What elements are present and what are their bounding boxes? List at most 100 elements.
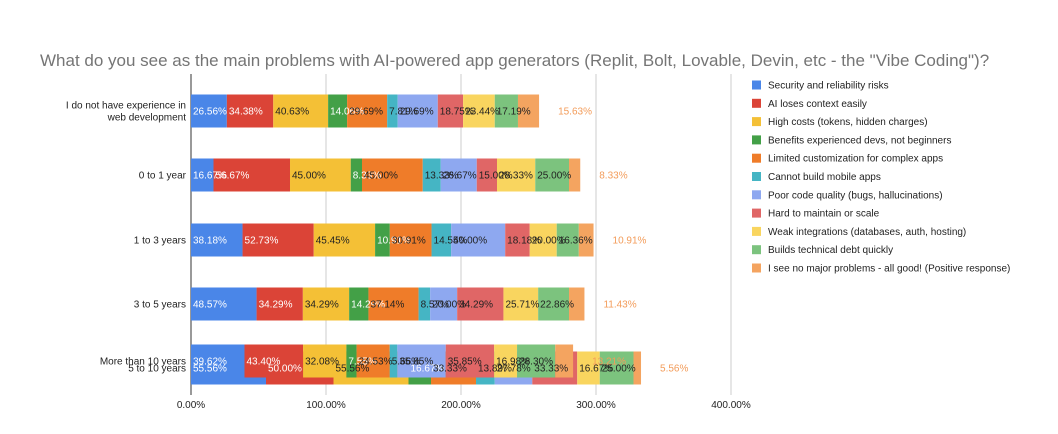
bar-segment [529,223,557,257]
bar-segment [191,287,257,321]
segment-label: 29.69% [400,107,434,118]
bar-segment [191,223,243,257]
bar-segment [362,158,423,192]
segment-label: 20.00% [432,300,466,311]
bar-segment [389,223,432,257]
bar-segment [431,223,452,257]
segment-label: 23.44% [465,107,499,118]
segment-label: 33.33% [433,364,467,375]
bar-segment [517,344,556,378]
segment-label: 17.19% [497,107,531,118]
legend-entry: Builds technical debt quickly [768,245,893,256]
legend-swatch [752,208,761,218]
bar-segment [290,158,351,192]
segment-label: 30.91% [392,236,426,247]
category-label: web development [107,113,187,124]
bar-segment [191,344,245,378]
chart-title: What do you see as the main problems wit… [40,51,989,70]
bar-segment [535,158,569,192]
segment-label: 16.36% [559,236,593,247]
bar-segment [191,158,214,192]
bar-segment [349,287,369,321]
bar-segment [577,351,600,385]
bar-segment [497,158,536,192]
segment-label: 50.00% [268,364,302,375]
legend-entry: AI loses context easily [768,99,867,110]
segment-label: 13.33% [425,171,459,182]
legend-entry: Security and reliability risks [768,81,889,92]
segment-label: 55.56% [336,364,370,375]
bar-segment [555,344,574,378]
bar-segment [556,223,579,257]
segment-label: 26.56% [193,107,227,118]
segment-label: 25.71% [505,300,539,311]
x-tick-label: 200.00% [441,400,481,411]
legend-entry: Benefits experienced devs, not beginners [768,135,951,146]
bar-segment [328,94,348,128]
segment-label: 8.33% [599,171,627,182]
legend-entry: Hard to maintain or scale [768,209,880,220]
segment-label: 10.91% [377,236,411,247]
bar-segment [303,344,347,378]
bar-segment [569,287,585,321]
bar-segment [503,287,539,321]
x-tick-label: 300.00% [576,400,616,411]
bar-segment [302,287,350,321]
bar-segment [457,287,504,321]
segment-label: 55.56% [193,364,227,375]
bar-segment [451,223,506,257]
bar-segment [313,223,376,257]
bar-segment [347,94,388,128]
legend-swatch [752,117,761,127]
segment-label: 10.91% [613,236,647,247]
bar-segment [346,344,357,378]
bar-segment [397,344,446,378]
bar-segment [494,94,518,128]
bar-segment [350,158,363,192]
segment-label: 16.67% [193,171,227,182]
segment-label: 14.06% [330,107,364,118]
bar-segment [389,344,398,378]
segment-label: 32.08% [305,357,339,368]
segment-label: 15.00% [479,171,513,182]
segment-label: 14.55% [434,236,468,247]
legend-entry: High costs (tokens, hidden charges) [768,117,928,128]
bar-segment [476,158,498,192]
legend-entry: Cannot build mobile apps [768,172,881,183]
x-tick-label: 400.00% [711,400,751,411]
category-label: More than 10 years [100,357,186,368]
legend-swatch [752,245,761,255]
bar-segment [505,223,530,257]
bar-segment [226,94,274,128]
segment-label: 34.29% [259,300,293,311]
bar-segment [191,94,227,128]
bar-segment [422,158,441,192]
segment-label: 16.67% [411,364,445,375]
segment-label: 14.29% [351,300,385,311]
segment-label: 56.67% [216,171,250,182]
segment-label: 24.53% [359,357,393,368]
legend-entry: Poor code quality (bugs, hallucinations) [768,190,943,201]
bar-segment [494,344,518,378]
bar-segment [356,344,390,378]
bar-segment [538,287,570,321]
segment-label: 34.29% [459,300,493,311]
category-label: 1 to 3 years [134,236,186,247]
segment-label: 45.45% [316,236,350,247]
legend-swatch [752,80,761,90]
bar-segment [213,158,291,192]
segment-label: 27.78% [497,364,531,375]
segment-label: 5.66% [392,357,420,368]
legend-swatch [752,263,761,273]
segment-label: 40.63% [275,107,309,118]
category-label: 0 to 1 year [139,171,187,182]
bar-segment [445,344,495,378]
segment-label: 25.00% [602,364,636,375]
bar-segment [440,158,477,192]
category-label: I do not have experience in [66,101,186,112]
legend-swatch [752,135,761,145]
segment-label: 13.21% [592,357,626,368]
category-label: 5 to 10 years [128,364,186,375]
